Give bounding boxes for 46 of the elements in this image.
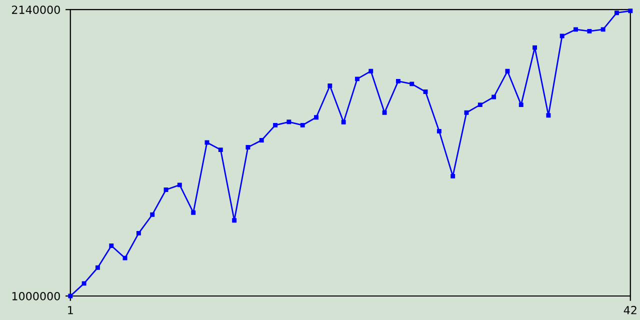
point	[218, 148, 223, 152]
point	[259, 138, 264, 142]
point	[150, 212, 155, 217]
x-tick-label: 1	[68, 306, 73, 314]
point	[382, 110, 387, 115]
point	[600, 27, 606, 32]
point	[95, 265, 100, 270]
y-tick-label: 2140000	[12, 6, 60, 14]
point	[368, 68, 374, 74]
x-tick-label: 42	[624, 306, 636, 314]
point	[136, 230, 141, 236]
point	[204, 140, 210, 145]
point	[68, 294, 73, 298]
point	[246, 145, 250, 150]
point	[628, 8, 633, 14]
point	[505, 68, 510, 74]
point	[587, 28, 592, 34]
y-tick-label: 1000000	[12, 292, 60, 300]
point	[341, 120, 346, 124]
point	[560, 34, 564, 38]
point	[82, 281, 86, 286]
point	[574, 27, 578, 32]
point	[300, 122, 305, 128]
point	[328, 84, 332, 88]
point	[286, 120, 292, 124]
point	[191, 210, 196, 215]
point	[273, 122, 278, 128]
point	[450, 174, 456, 178]
point	[532, 45, 538, 50]
point	[164, 188, 168, 192]
point	[423, 90, 428, 94]
point	[614, 10, 619, 16]
point	[478, 102, 482, 108]
point	[410, 82, 414, 86]
point	[546, 113, 551, 118]
point	[492, 94, 496, 100]
point	[518, 102, 524, 108]
point	[355, 76, 360, 82]
point	[396, 78, 400, 84]
point	[436, 128, 442, 134]
point	[464, 110, 469, 115]
point	[314, 115, 318, 120]
point	[177, 182, 182, 188]
point	[122, 256, 128, 260]
point	[232, 218, 237, 223]
point	[109, 244, 114, 248]
